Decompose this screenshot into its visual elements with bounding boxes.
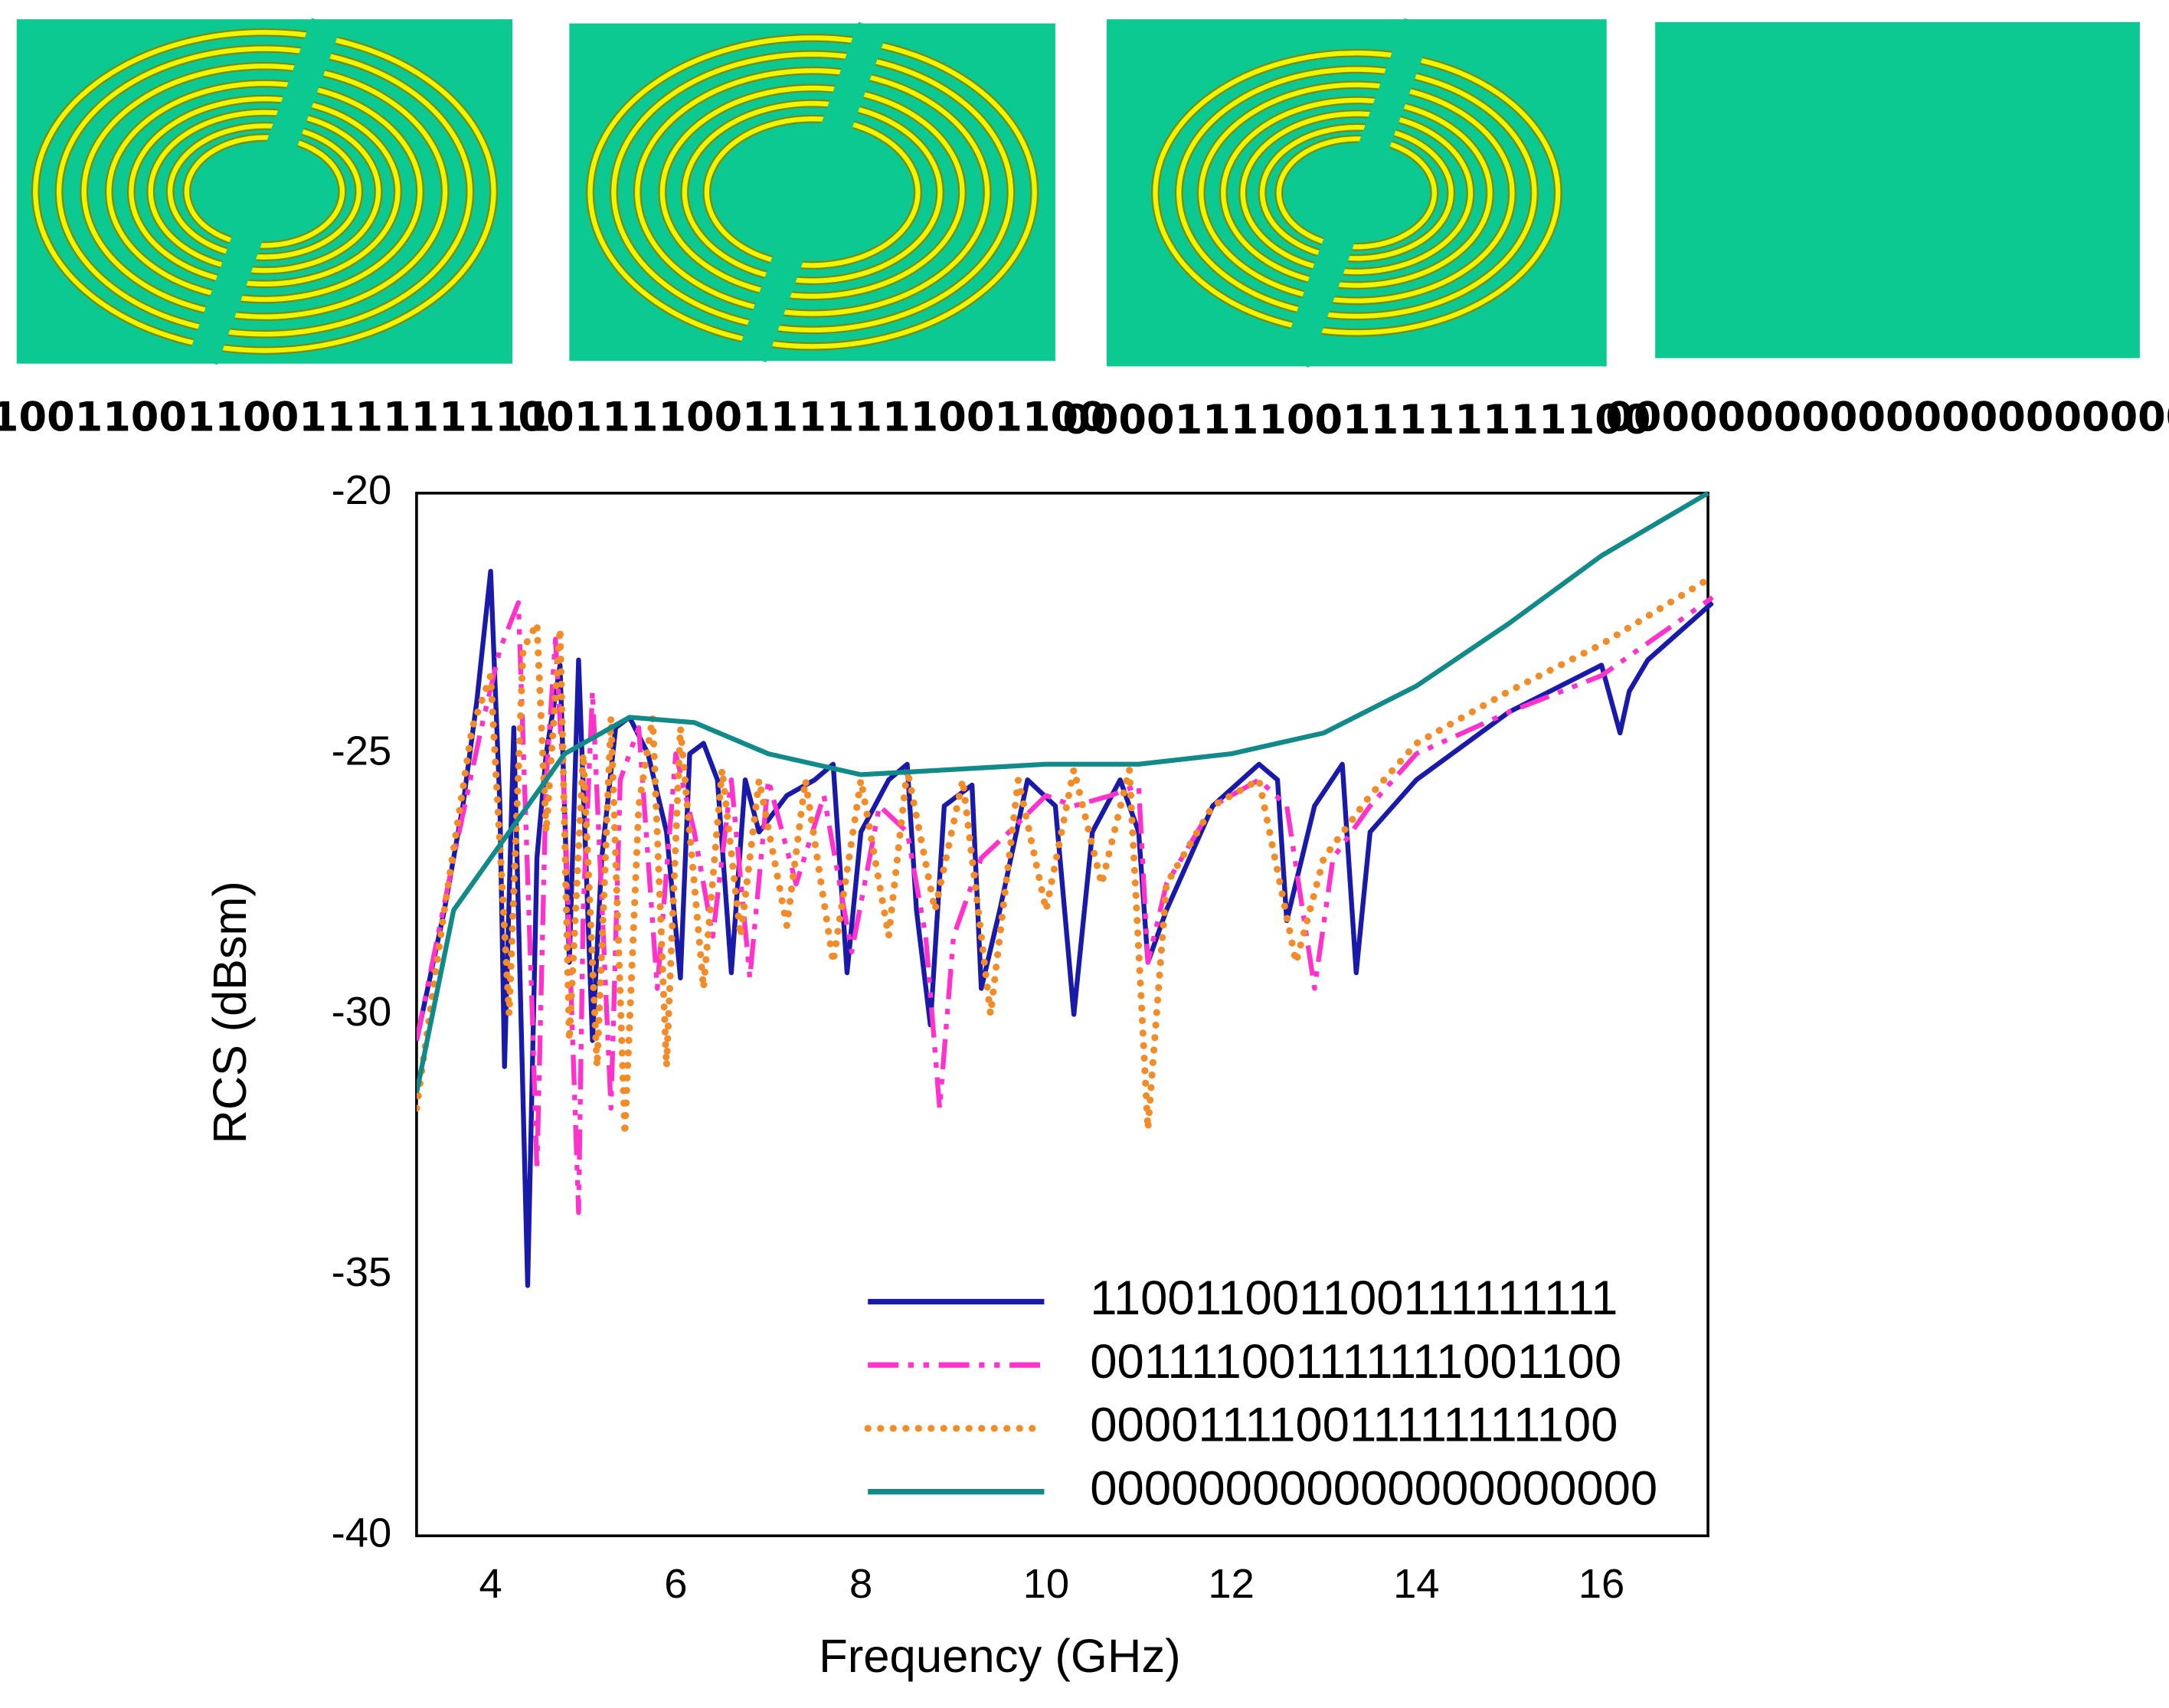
x-tick-label: 10 [1023, 1561, 1069, 1607]
ring [184, 135, 345, 248]
ring [587, 35, 1037, 349]
ring [33, 30, 496, 353]
ring [81, 64, 448, 319]
ring [106, 80, 423, 303]
ring [148, 110, 381, 273]
legend-label: 000011110011111111100 [1090, 1399, 1618, 1452]
ring [611, 51, 1014, 333]
series-line [416, 595, 1714, 1216]
ring-gap [1280, 18, 1434, 368]
x-tick-label: 6 [664, 1561, 687, 1607]
x-axis-label: Frequency (GHz) [819, 1630, 1181, 1683]
ring [1221, 97, 1493, 288]
y-tick-label: -35 [332, 1249, 392, 1295]
ring-gap [737, 21, 888, 363]
y-axis-label: RCS (dBsm) [204, 881, 257, 1144]
ring [635, 68, 990, 316]
ring-gap [188, 18, 341, 365]
ring [1259, 125, 1454, 261]
series-line [416, 573, 1714, 1138]
x-tick-label: 8 [849, 1561, 872, 1607]
unit-cells [16, 18, 2140, 368]
y-tick-label: -40 [332, 1510, 392, 1556]
plot-frame [415, 492, 1709, 1537]
legend-label: 001111001111111001100 [1090, 1335, 1621, 1389]
ring [1199, 82, 1515, 303]
ring [1176, 67, 1537, 319]
ring [56, 46, 473, 337]
ring [682, 100, 943, 283]
cell-label: 110011001100111111111 [0, 394, 551, 441]
cell-label: 000000000000000000000 [1605, 394, 2169, 441]
legend-label: 110011001100111111111 [1090, 1271, 1618, 1325]
ring [167, 123, 362, 260]
x-tick-label: 14 [1393, 1561, 1439, 1607]
cell-label: 000011110011111111100 [1062, 397, 1650, 443]
series-line [416, 568, 1714, 1288]
y-tick-label: -25 [332, 728, 392, 774]
series-line [416, 491, 1709, 1094]
x-tick-label: 16 [1578, 1561, 1624, 1607]
ring [1276, 136, 1438, 250]
ring [1240, 111, 1474, 275]
y-tick-label: -30 [332, 989, 392, 1035]
cell-substrate [1655, 21, 2140, 358]
cell-label: 001111001111111001100 [519, 394, 1107, 441]
x-tick-label: 12 [1208, 1561, 1254, 1607]
ring [704, 116, 921, 268]
ring [659, 85, 965, 299]
legend-label: 000000000000000000000 [1090, 1462, 1657, 1516]
ring [1153, 51, 1561, 335]
x-tick-label: 4 [479, 1561, 502, 1607]
y-tick-label: -20 [332, 467, 392, 513]
ring [129, 96, 401, 286]
